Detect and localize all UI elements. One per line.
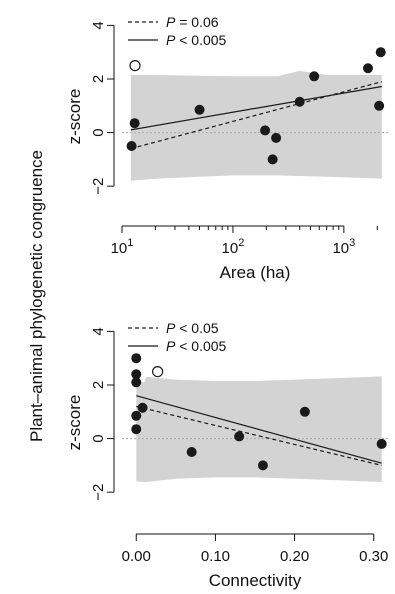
data-point [271,132,282,143]
y-tick-label: −2 [90,178,107,195]
legend-label: < 0.005 [175,32,226,48]
legend-entry: P = 0.06 [166,14,219,30]
x-tick-label-base: 10 [111,240,128,257]
x-axis-label: Connectivity [209,571,302,590]
confidence-band [130,70,382,181]
open-data-point [152,365,164,378]
data-point [186,446,197,457]
data-point [257,460,268,471]
data-point [131,377,142,388]
data-point [131,424,142,435]
y-axis-label: z-score [65,89,84,145]
x-tick-label: 0.20 [280,548,309,565]
x-tick-label-base: 10 [332,240,349,257]
legend-label: = 0.06 [175,14,218,30]
data-point [309,71,320,82]
data-point [299,406,310,417]
x-tick-label-exponent: 3 [349,237,355,249]
legend-entry: P < 0.05 [166,320,219,336]
data-point [234,431,245,442]
y-tick-label: 0 [90,128,107,136]
data-point [194,104,205,115]
data-point [126,140,137,151]
legend-symbol: P [166,14,176,30]
dashed-fit-line [130,81,382,150]
data-point [375,47,386,58]
y-axis-label: z-score [65,395,84,451]
data-point [131,353,142,364]
legend-symbol: P [166,32,176,48]
y-tick-label: 0 [90,434,107,442]
legend-label: < 0.05 [175,320,218,336]
data-point [267,154,278,165]
legend-entry: P < 0.005 [166,338,227,354]
solid-fit-line [136,395,382,464]
data-point [376,438,387,449]
data-point [294,96,305,107]
data-point [131,369,142,380]
legend-entry: P < 0.005 [166,32,227,48]
x-tick-label: 103 [332,237,355,257]
data-point [137,402,148,413]
x-tick-label-exponent: 1 [127,237,133,249]
solid-fit-line [130,85,382,131]
chart-panel-2: −2 0 2 4 z-score 0.00 0.10 0.20 0.30 Connectivity… [65,320,388,590]
x-tick-label-base: 10 [222,240,239,257]
y-tick-label: −2 [90,484,107,501]
open-data-point [129,59,141,72]
legend-symbol: P [166,338,176,354]
x-tick-label: 0.10 [201,548,230,565]
x-tick-label: 0.00 [122,548,151,565]
legend-symbol: P [166,320,176,336]
shared-y-axis-label: Plant–animal phylogenetic congruence [27,150,46,442]
y-tick-label: 2 [90,75,107,83]
x-axis-label: Area (ha) [220,263,291,282]
y-tick-label: 4 [90,327,107,335]
data-point [362,63,373,74]
data-point [129,118,140,129]
data-point [374,100,385,111]
x-tick-label: 0.30 [359,548,388,565]
x-tick-label: 101 [111,237,134,257]
data-point [131,410,142,421]
y-tick-label: 4 [90,21,107,29]
y-tick-label: 2 [90,381,107,389]
data-point [260,125,271,136]
x-tick-label: 102 [222,237,245,257]
x-tick-label-exponent: 2 [238,237,244,249]
dashed-fit-line [136,405,382,466]
legend-label: < 0.005 [175,338,226,354]
